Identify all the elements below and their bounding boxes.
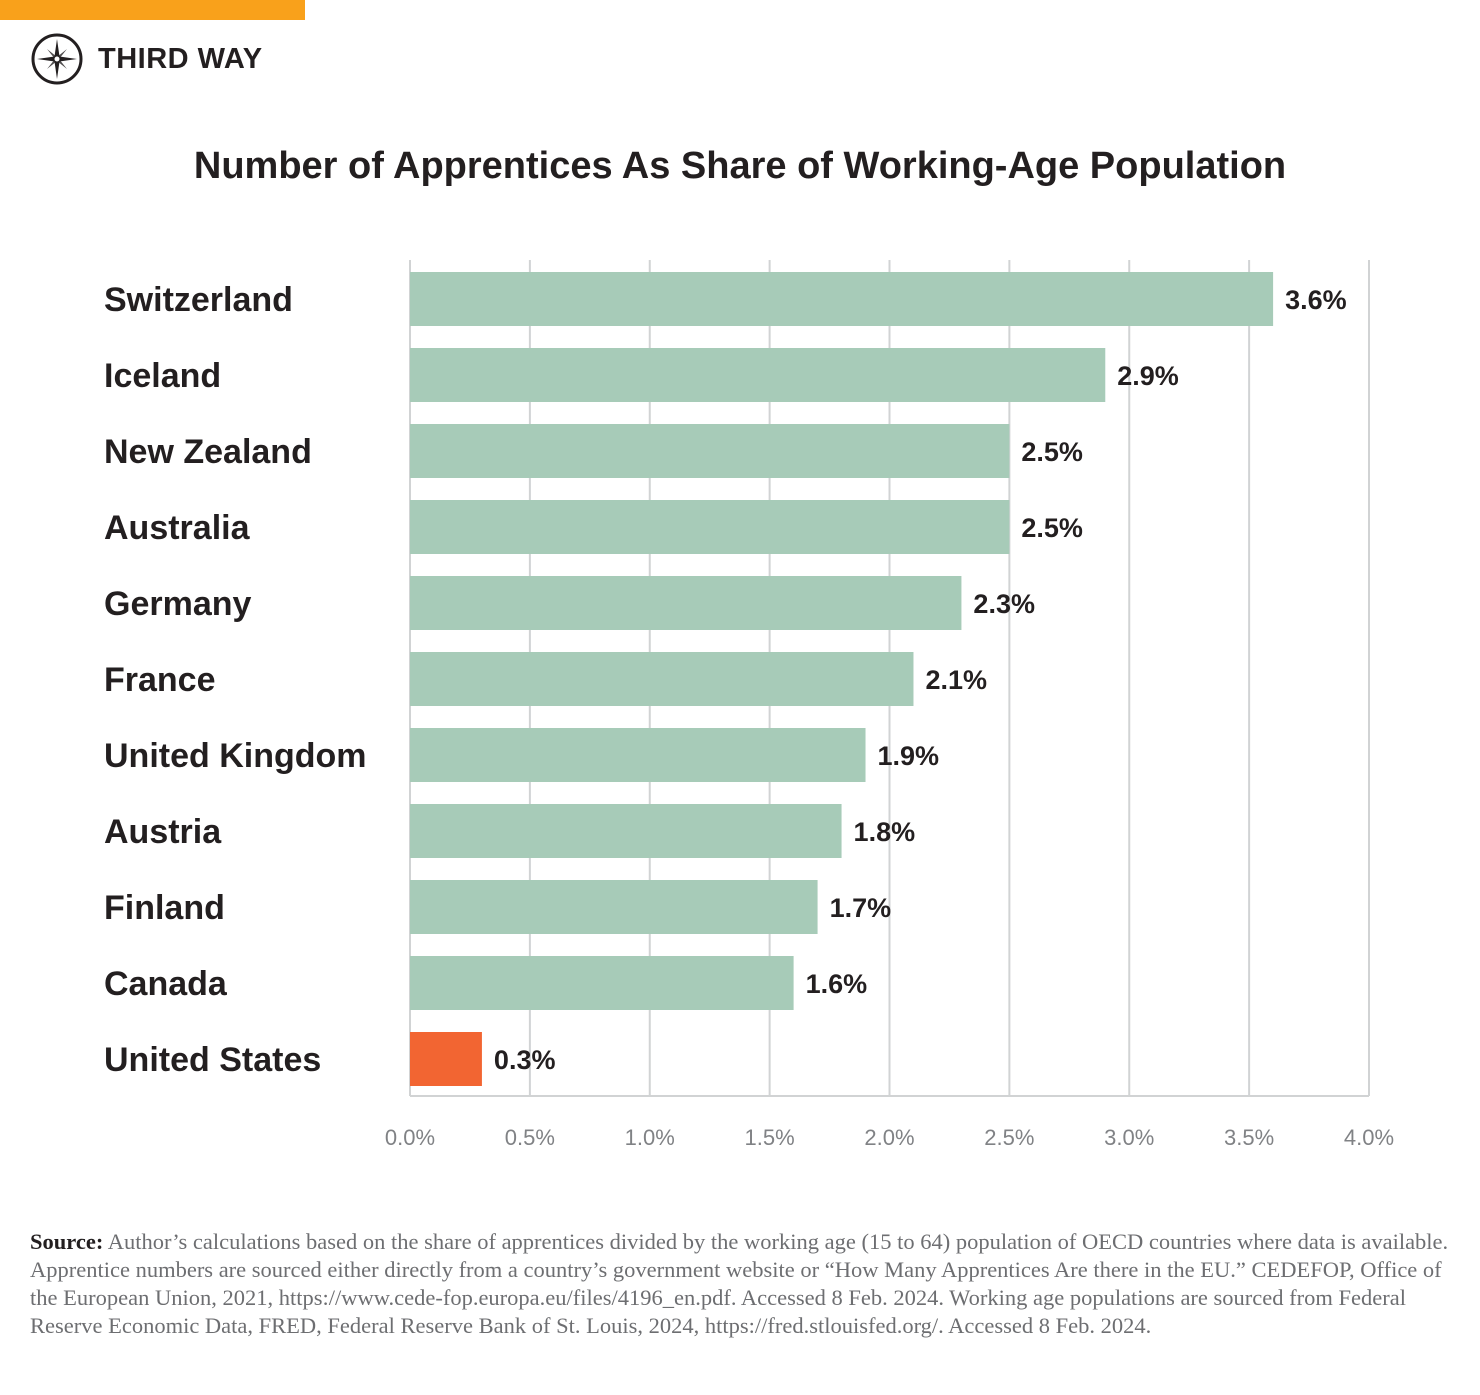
x-tick-label: 3.5%: [1224, 1125, 1274, 1150]
category-label: Switzerland: [104, 281, 293, 319]
category-label: Finland: [104, 889, 225, 927]
data-label: 2.5%: [1021, 437, 1083, 467]
source-label: Source:: [30, 1229, 104, 1254]
data-label: 2.3%: [973, 589, 1035, 619]
x-tick-label: 2.0%: [864, 1125, 914, 1150]
x-tick-label: 0.0%: [385, 1125, 435, 1150]
bar: [410, 576, 962, 630]
bar: [410, 424, 1010, 478]
accent-bar: [0, 0, 305, 20]
source-text: Author’s calculations based on the share…: [30, 1229, 1449, 1338]
category-label: United States: [104, 1041, 321, 1079]
bar: [410, 652, 914, 706]
data-label: 0.3%: [494, 1045, 556, 1075]
x-tick-label: 3.0%: [1104, 1125, 1154, 1150]
source-note: Source: Author’s calculations based on t…: [30, 1228, 1450, 1340]
data-label: 1.7%: [830, 893, 892, 923]
x-tick-label: 0.5%: [505, 1125, 555, 1150]
category-label: Canada: [104, 965, 228, 1003]
bar: [410, 272, 1274, 326]
category-label: France: [104, 661, 216, 699]
bar: [410, 728, 866, 782]
data-label: 1.6%: [806, 969, 868, 999]
logo: THIRD WAY: [30, 32, 263, 86]
bar: [410, 348, 1106, 402]
data-label: 1.9%: [878, 741, 940, 771]
data-label: 2.9%: [1117, 361, 1179, 391]
bar: [410, 880, 818, 934]
data-label: 2.1%: [925, 665, 987, 695]
compass-icon: [31, 33, 83, 85]
category-label: New Zealand: [104, 433, 312, 471]
x-tick-label: 1.0%: [625, 1125, 675, 1150]
bar: [410, 804, 842, 858]
bar: [410, 500, 1010, 554]
bar: [410, 1032, 482, 1086]
x-tick-label: 2.5%: [984, 1125, 1034, 1150]
data-label: 3.6%: [1285, 285, 1347, 315]
data-label: 2.5%: [1021, 513, 1083, 543]
bar-chart: 0.0% 0.5% 1.0% 1.5% 2.0% 2.5% 3.0% 3.5% 4.0% Swit…: [104, 260, 1394, 1150]
chart-title: Number of Apprentices As Share of Workin…: [193, 145, 1287, 187]
bar: [410, 956, 794, 1010]
category-label: United Kingdom: [104, 737, 367, 775]
category-label: Germany: [104, 585, 251, 623]
x-tick-label: 1.5%: [745, 1125, 795, 1150]
category-label: Australia: [104, 509, 251, 547]
brand-name: THIRD WAY: [98, 42, 263, 75]
category-label: Austria: [104, 813, 222, 851]
category-label: Iceland: [104, 357, 221, 395]
x-tick-label: 4.0%: [1344, 1125, 1394, 1150]
data-label: 1.8%: [854, 817, 916, 847]
